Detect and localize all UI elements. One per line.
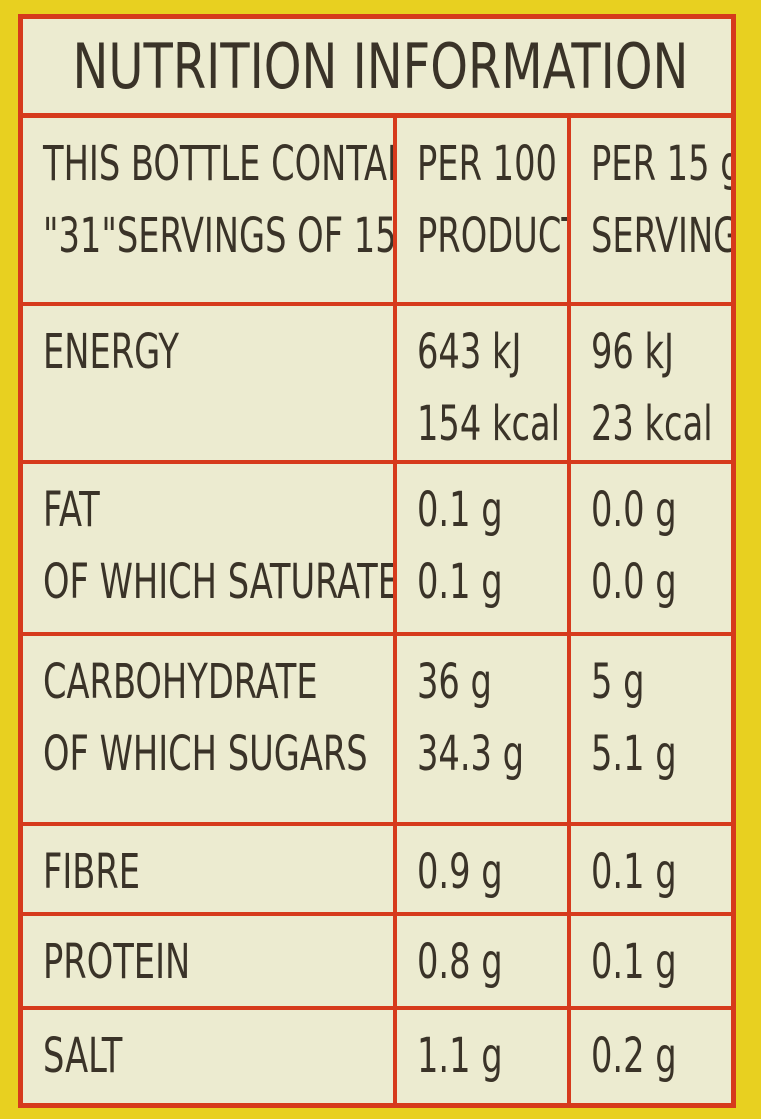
table-row-energy: ENERGY 643 kJ 154 kcal 96 kJ 23 kcal — [23, 302, 731, 464]
table-header-row: THIS BOTTLE CONTAINS "31"SERVINGS OF 15 … — [23, 118, 731, 306]
table-row-fat: FAT OF WHICH SATURATES 0.1 g 0.1 g 0.0 g… — [23, 460, 731, 636]
nutrition-panel: NUTRITION INFORMATION THIS BOTTLE CONTAI… — [18, 14, 736, 1108]
per-serving-header-cell: PER 15 g SERVING — [567, 118, 731, 306]
row-label-cell: ENERGY — [23, 302, 397, 464]
per100-value: 0.8 g — [417, 934, 503, 990]
per-serving-value: 0.1 g — [591, 844, 677, 900]
nutrition-table: THIS BOTTLE CONTAINS "31"SERVINGS OF 15 … — [23, 118, 731, 1105]
per-serving-value: 0.0 g — [591, 554, 677, 610]
table-row-carbohydrate: CARBOHYDRATE OF WHICH SUGARS 36 g 34.3 g… — [23, 632, 731, 826]
per100-value-cell: 1.1 g — [393, 1006, 571, 1105]
table-row-salt: SALT 1.1 g 0.2 g — [23, 1006, 731, 1105]
row-label-cell: SALT — [23, 1006, 397, 1105]
per100-value: 0.1 g — [417, 554, 503, 610]
per100-value: 1.1 g — [417, 1028, 503, 1084]
per-serving-value-cell: 0.0 g 0.0 g — [567, 460, 731, 636]
nutrient-label: FIBRE — [43, 844, 141, 900]
per100-value: 34.3 g — [417, 726, 525, 782]
nutrient-label: FAT — [43, 482, 100, 538]
per-serving-value: 5.1 g — [591, 726, 677, 782]
per100-value: 36 g — [417, 654, 492, 710]
per100-value: 0.1 g — [417, 482, 503, 538]
per-serving-value-cell: 96 kJ 23 kcal — [567, 302, 731, 464]
per100-header-cell: PER 100 g PRODUCT — [393, 118, 571, 306]
per100-value: 154 kcal — [417, 396, 560, 452]
per-serving-value-cell: 0.1 g — [567, 822, 731, 916]
nutrient-label: PROTEIN — [43, 934, 191, 990]
per-serving-value: 5 g — [591, 654, 645, 710]
per-serving-value-cell: 5 g 5.1 g — [567, 632, 731, 826]
per-serving-value-cell: 0.2 g — [567, 1006, 731, 1105]
nutrition-title: NUTRITION INFORMATION — [72, 30, 689, 103]
row-label-cell: PROTEIN — [23, 912, 397, 1010]
per100-value-cell: 643 kJ 154 kcal — [393, 302, 571, 464]
nutrient-label: CARBOHYDRATE — [43, 654, 318, 710]
per100-value-cell: 0.9 g — [393, 822, 571, 916]
nutrient-label: SALT — [43, 1028, 123, 1084]
per100-value: 0.9 g — [417, 844, 503, 900]
per100-header-line-1: PER 100 g — [417, 136, 565, 192]
servings-label-line-1: THIS BOTTLE CONTAINS — [43, 136, 395, 192]
nutrient-sublabel: OF WHICH SATURATES — [43, 554, 395, 610]
title-divider — [23, 113, 731, 118]
row-label-cell: CARBOHYDRATE OF WHICH SUGARS — [23, 632, 397, 826]
row-label-cell: FAT OF WHICH SATURATES — [23, 460, 397, 636]
per-serving-value: 0.0 g — [591, 482, 677, 538]
per-serving-value: 96 kJ — [591, 324, 674, 380]
nutrient-sublabel: OF WHICH SUGARS — [43, 726, 368, 782]
row-label-cell: FIBRE — [23, 822, 397, 916]
per-serving-value-cell: 0.1 g — [567, 912, 731, 1010]
table-row-fibre: FIBRE 0.9 g 0.1 g — [23, 822, 731, 916]
per100-value-cell: 36 g 34.3 g — [393, 632, 571, 826]
per-serving-header-line-1: PER 15 g — [591, 136, 731, 192]
per-serving-value: 0.2 g — [591, 1028, 677, 1084]
per100-value: 643 kJ — [417, 324, 522, 380]
table-row-protein: PROTEIN 0.8 g 0.1 g — [23, 912, 731, 1010]
servings-label-cell: THIS BOTTLE CONTAINS "31"SERVINGS OF 15 … — [23, 118, 397, 306]
per-serving-value: 23 kcal — [591, 396, 713, 452]
per-serving-header-line-2: SERVING — [591, 208, 731, 264]
per100-value-cell: 0.1 g 0.1 g — [393, 460, 571, 636]
nutrient-label: ENERGY — [43, 324, 179, 380]
per-serving-value: 0.1 g — [591, 934, 677, 990]
per100-value-cell: 0.8 g — [393, 912, 571, 1010]
per100-header-line-2: PRODUCT — [417, 208, 569, 264]
servings-label-line-2: "31"SERVINGS OF 15 g — [43, 208, 395, 264]
